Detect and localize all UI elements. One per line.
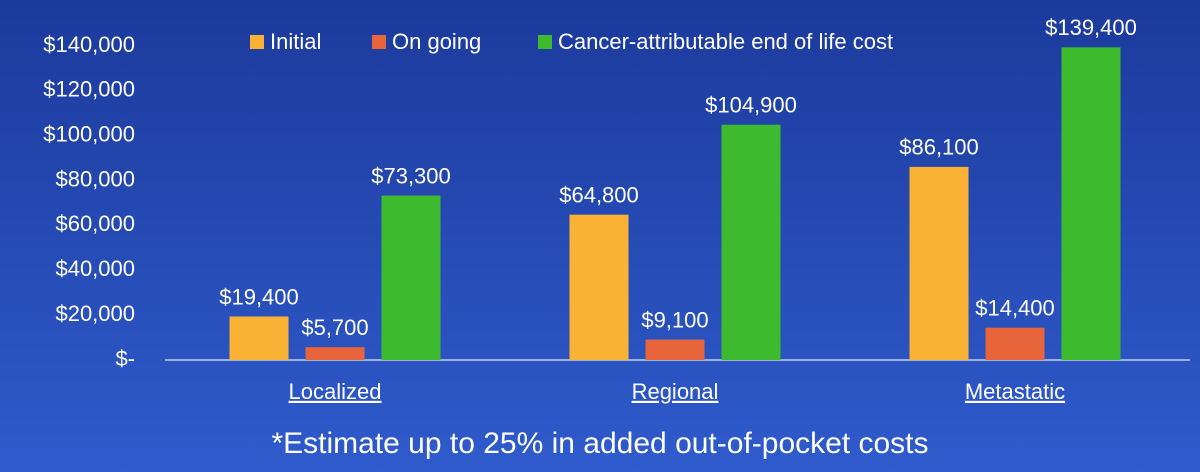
y-tick-label: $120,000 [43,77,135,102]
value-label: $139,400 [1045,15,1137,40]
bar [305,347,365,360]
y-tick-label: $40,000 [55,256,135,281]
x-tick-label: Metastatic [965,379,1065,404]
y-tick-label: $100,000 [43,122,135,147]
footnote: *Estimate up to 25% in added out-of-pock… [271,427,928,460]
x-tick-label: Regional [632,379,719,404]
legend-swatch [372,35,386,49]
legend-label: Cancer-attributable end of life cost [558,29,893,54]
y-tick-label: $80,000 [55,166,135,191]
bar [721,124,781,360]
legend-label: Initial [270,29,321,54]
x-tick-label: Localized [289,379,382,404]
legend-label: On going [392,29,481,54]
bar [381,195,441,360]
value-label: $104,900 [705,93,797,118]
y-tick-label: $60,000 [55,211,135,236]
bar [985,327,1045,360]
bar [569,214,629,360]
value-label: $19,400 [219,284,299,309]
value-label: $86,100 [899,135,979,160]
legend-swatch [250,35,264,49]
legend-swatch [538,35,552,49]
value-label: $9,100 [641,307,708,332]
bar [909,166,969,360]
value-label: $14,400 [975,296,1055,321]
bar [229,316,289,360]
value-label: $64,800 [559,182,639,207]
value-label: $5,700 [301,315,368,340]
value-label: $73,300 [371,163,451,188]
bar [645,339,705,360]
y-tick-label: $140,000 [43,32,135,57]
y-tick-label: $20,000 [55,301,135,326]
y-tick-label: $- [115,346,135,371]
bar [1061,47,1121,361]
